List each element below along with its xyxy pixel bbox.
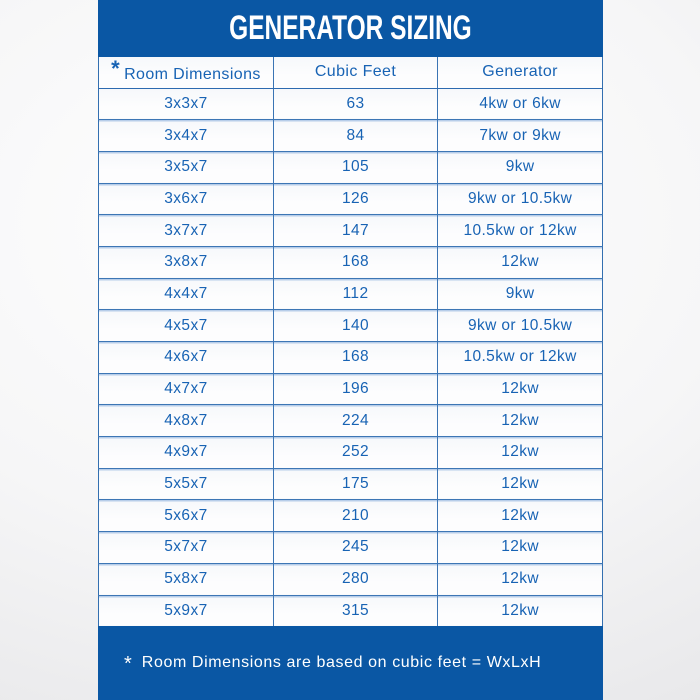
column-header-generator: Generator [437,57,603,89]
table-row: 3x7x7 147 10.5kw or 12kw [98,214,603,247]
generator-cell: 12kw [437,245,603,279]
table-row: 3x4x7 84 7kw or 9kw [98,119,603,152]
cubic-feet-cell: 315 [273,594,439,626]
room-dimensions-cell: 4x4x7 [98,277,274,310]
generator-cell: 9kw [437,150,603,184]
room-dimensions-cell: 5x6x7 [98,499,274,532]
room-dimensions-cell: 3x5x7 [98,150,274,184]
page-title: GENERATOR SIZING [229,9,472,47]
room-dimensions-cell: 5x8x7 [98,562,274,595]
table-row: 5x7x7 245 12kw [98,531,603,564]
table-row: 3x3x7 63 4kw or 6kw [98,88,603,120]
room-dimensions-cell: 3x4x7 [98,119,274,152]
generator-cell: 12kw [437,594,603,626]
generator-cell: 12kw [437,436,603,469]
generator-sizing-panel: GENERATOR SIZING * Room Dimensions Cubic … [98,0,603,700]
header-row: * Room Dimensions Cubic Feet Generator [98,56,603,89]
table-row: 4x6x7 168 10.5kw or 12kw [98,341,603,374]
generator-cell: 12kw [437,372,603,405]
table-row: 5x8x7 280 12kw [98,562,603,595]
generator-sizing-table: * Room Dimensions Cubic Feet Generator 3x… [98,56,603,626]
table-row: 4x8x7 224 12kw [98,404,603,437]
footnote-text: Room Dimensions are based on cubic feet … [141,654,542,671]
asterisk-marker: * [111,56,121,82]
column-header-label: Generator [482,63,558,81]
generator-cell: 9kw or 10.5kw [437,182,603,215]
generator-cell: 9kw or 10.5kw [437,309,603,342]
table-row: 3x8x7 168 12kw [98,245,603,279]
cubic-feet-cell: 245 [273,531,439,564]
table-row: 5x9x7 315 12kw [98,594,603,626]
generator-cell: 9kw [437,277,603,310]
room-dimensions-cell: 5x9x7 [98,594,274,626]
cubic-feet-cell: 280 [273,562,439,595]
table-row: 4x9x7 252 12kw [98,436,603,469]
cubic-feet-cell: 252 [273,436,439,469]
room-dimensions-cell: 4x5x7 [98,309,274,342]
room-dimensions-cell: 4x6x7 [98,341,274,374]
cubic-feet-cell: 224 [273,404,439,437]
room-dimensions-cell: 4x7x7 [98,372,274,405]
cubic-feet-cell: 63 [273,88,439,120]
generator-cell: 12kw [437,404,603,437]
generator-cell: 10.5kw or 12kw [437,214,603,247]
generator-cell: 12kw [437,499,603,532]
room-dimensions-cell: 3x3x7 [98,88,274,120]
generator-cell: 12kw [437,531,603,564]
table-row: 4x4x7 112 9kw [98,277,603,310]
room-dimensions-cell: 3x7x7 [98,214,274,247]
cubic-feet-cell: 84 [273,119,439,152]
cubic-feet-cell: 175 [273,467,439,500]
table-row: 4x5x7 140 9kw or 10.5kw [98,309,603,342]
room-dimensions-cell: 4x8x7 [98,404,274,437]
cubic-feet-cell: 196 [273,372,439,405]
column-header-room-dimensions: * Room Dimensions [98,56,274,89]
room-dimensions-cell: 5x5x7 [98,467,274,500]
cubic-feet-cell: 168 [273,341,439,374]
room-dimensions-cell: 5x7x7 [98,531,274,564]
cubic-feet-cell: 147 [273,214,439,247]
generator-cell: 4kw or 6kw [437,88,603,120]
cubic-feet-cell: 126 [273,182,439,215]
column-header-label: Room Dimensions [124,66,261,84]
table-row: 5x6x7 210 12kw [98,499,603,532]
table-row: 3x5x7 105 9kw [98,150,603,184]
room-dimensions-cell: 3x6x7 [98,182,274,215]
generator-cell: 12kw [437,467,603,500]
cubic-feet-cell: 105 [273,150,439,184]
table-row: 5x5x7 175 12kw [98,467,603,500]
column-header-cubic-feet: Cubic Feet [273,57,439,89]
footnote-band: * Room Dimensions are based on cubic fee… [98,626,603,700]
generator-cell: 12kw [437,562,603,595]
title-band: GENERATOR SIZING [98,0,603,57]
cubic-feet-cell: 210 [273,499,439,532]
cubic-feet-cell: 112 [273,277,439,310]
table-row: 3x6x7 126 9kw or 10.5kw [98,182,603,215]
column-header-label: Cubic Feet [314,63,397,81]
generator-cell: 7kw or 9kw [437,119,603,152]
room-dimensions-cell: 4x9x7 [98,436,274,469]
cubic-feet-cell: 168 [273,245,439,279]
table-row: 4x7x7 196 12kw [98,372,603,405]
generator-cell: 10.5kw or 12kw [437,341,603,374]
room-dimensions-cell: 3x8x7 [98,245,274,279]
cubic-feet-cell: 140 [273,309,439,342]
